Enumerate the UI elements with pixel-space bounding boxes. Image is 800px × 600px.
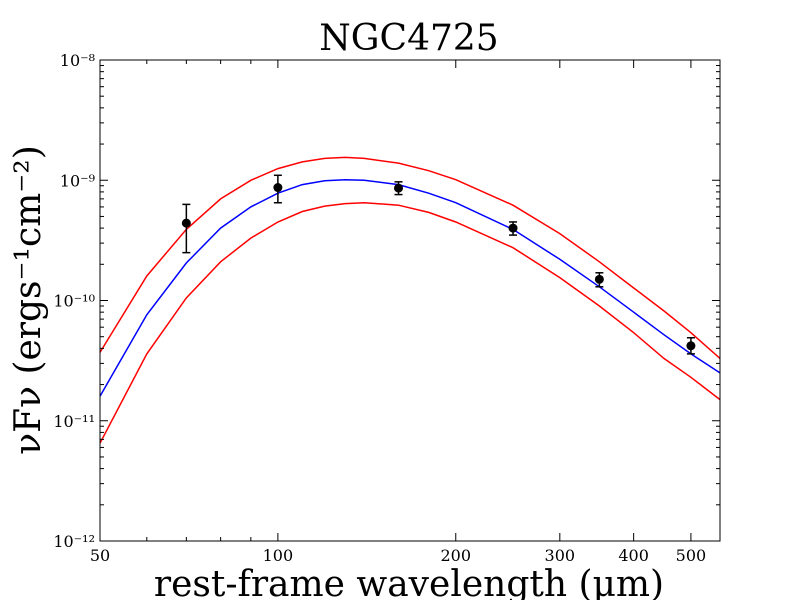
y-axis-label: νFν (ergs⁻¹cm⁻²): [8, 145, 49, 454]
y-tick-label: 10⁻⁸: [60, 51, 95, 70]
x-tick-label: 50: [90, 546, 110, 565]
x-tick-label: 100: [263, 546, 294, 565]
data-point-2: [273, 183, 283, 193]
y-tick-label: 10⁻⁹: [60, 171, 96, 190]
x-axis-ticks: 50 100 200 300 400 500: [90, 60, 706, 565]
data-point-4: [508, 223, 518, 233]
series-line-3: [99, 201, 721, 444]
data-point-3: [394, 183, 404, 193]
y-tick-label: 10⁻¹¹: [53, 412, 95, 431]
chart-title: NGC4725: [319, 18, 498, 59]
data-point-1: [181, 218, 191, 228]
model-curves: [99, 156, 721, 444]
series-line-1: [99, 178, 721, 397]
x-tick-label: 400: [618, 546, 649, 565]
y-tick-label: 10⁻¹⁰: [53, 292, 95, 311]
x-tick-label: 300: [545, 546, 576, 565]
y-tick-label: 10⁻¹²: [53, 532, 95, 551]
x-tick-label: 500: [676, 546, 707, 565]
data-point-5: [594, 274, 604, 284]
series-line-2: [99, 156, 721, 359]
y-axis-ticks: 10⁻¹² 10⁻¹¹ 10⁻¹⁰ 10⁻⁹ 10⁻⁸: [53, 51, 720, 551]
x-axis-label: rest-frame wavelength (μm): [154, 564, 664, 600]
data-point-6: [686, 341, 696, 351]
x-tick-label: 200: [440, 546, 471, 565]
plot-frame: [99, 59, 721, 542]
observation-points: [181, 174, 696, 355]
